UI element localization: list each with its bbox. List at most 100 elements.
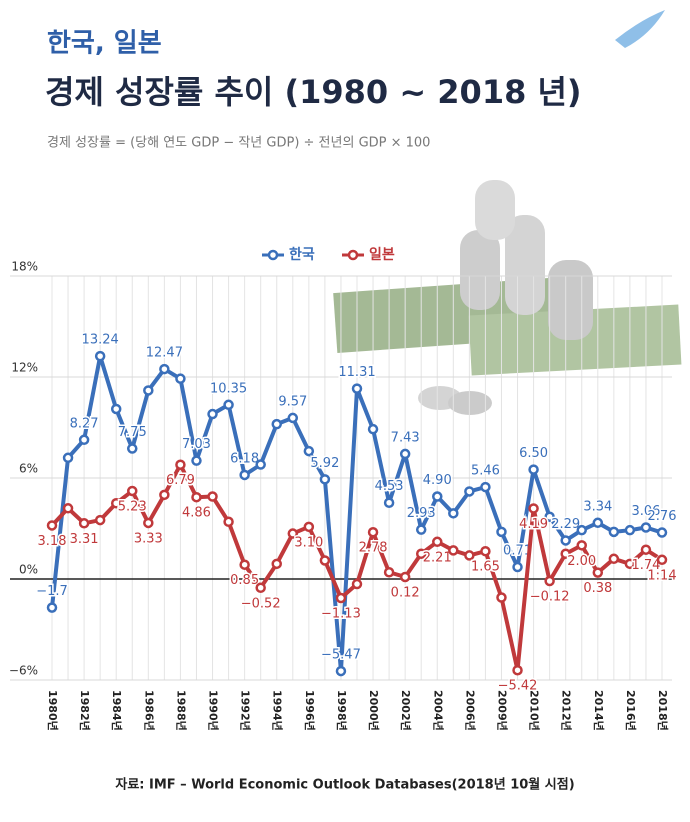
data-label: 0.38 <box>583 581 612 596</box>
y-tick-label: 0% <box>19 563 38 577</box>
x-tick-label: 1990년 <box>207 690 221 731</box>
data-label: 1.74 <box>631 558 660 573</box>
data-label: 2.93 <box>407 506 436 521</box>
data-label: 3.18 <box>38 534 67 549</box>
x-tick-label: 1980년 <box>46 690 60 731</box>
data-point <box>271 558 282 570</box>
data-label: 4.86 <box>182 506 211 521</box>
data-point <box>415 548 427 559</box>
data-point <box>191 491 202 503</box>
x-tick-label: 2018년 <box>656 690 670 731</box>
y-tick-label: −6% <box>9 664 38 678</box>
data-label: 4.90 <box>423 473 452 488</box>
data-label: 7.03 <box>182 437 211 452</box>
data-label: 5.92 <box>310 456 339 471</box>
data-label: 4.19 <box>519 517 548 532</box>
y-tick-label: 12% <box>11 361 38 375</box>
legend-label: 한국 <box>289 247 315 263</box>
data-point <box>544 575 555 587</box>
data-label: 3.31 <box>70 532 99 547</box>
x-tick-label: 2009년 <box>495 690 509 731</box>
x-tick-label: 1988년 <box>174 690 188 731</box>
data-point <box>496 526 507 538</box>
data-point <box>560 548 571 559</box>
data-point <box>383 567 395 578</box>
data-point <box>255 459 266 470</box>
data-point <box>448 508 459 519</box>
data-label: 10.35 <box>210 381 247 396</box>
data-label: −0.12 <box>530 590 570 605</box>
data-point <box>94 514 106 526</box>
data-label: 2.78 <box>359 541 388 556</box>
data-point <box>46 602 58 613</box>
data-point <box>592 567 604 578</box>
x-tick-label: 1998년 <box>335 690 349 731</box>
data-label: 3.33 <box>134 531 163 546</box>
data-label: 13.24 <box>82 333 119 348</box>
x-tick-label: 2004년 <box>431 690 445 731</box>
money-illustration <box>333 180 682 415</box>
formula: 경제 성장률 = (당해 연도 GDP − 작년 GDP) ÷ 전년의 GDP … <box>47 136 430 151</box>
y-tick-label: 6% <box>19 462 38 476</box>
data-label: 3.06 <box>631 504 660 519</box>
y-tick-label: 18% <box>11 260 38 274</box>
data-label: 5.46 <box>471 464 500 479</box>
data-point <box>480 481 491 493</box>
data-point <box>448 545 459 556</box>
data-label: 4.53 <box>375 479 404 494</box>
data-label: 2.21 <box>423 550 452 565</box>
data-point <box>223 516 234 528</box>
data-point <box>640 544 652 555</box>
data-point <box>303 521 315 533</box>
data-point <box>656 527 668 538</box>
data-label: 6.79 <box>166 473 195 488</box>
legend-marker <box>347 249 359 261</box>
data-label: −5.47 <box>321 648 361 663</box>
data-label: 6.50 <box>519 446 548 461</box>
data-label: 5.23 <box>118 499 147 514</box>
x-tick-label: 1996년 <box>303 690 317 731</box>
data-point <box>544 511 555 522</box>
data-point <box>624 558 636 570</box>
data-point <box>640 522 652 533</box>
data-label: 1:14 <box>647 568 676 583</box>
data-point <box>319 555 331 566</box>
chart-subtitle: 경제 성장률 추이 (1980 ~ 2018 년) <box>45 73 582 111</box>
data-label: −1.7 <box>36 584 68 599</box>
data-label: 0.12 <box>391 585 420 600</box>
data-point <box>576 524 587 536</box>
data-point <box>303 445 315 457</box>
data-point <box>367 526 379 538</box>
data-point <box>576 540 587 551</box>
data-point <box>207 408 218 420</box>
data-point <box>415 524 427 535</box>
x-tick-label: 1986년 <box>142 690 156 731</box>
source: 자료: IMF – World Economic Outlook Databas… <box>115 777 574 793</box>
data-point <box>335 665 347 677</box>
x-tick-label: 2010년 <box>528 690 542 731</box>
data-point <box>351 578 363 590</box>
data-point <box>223 399 234 411</box>
data-point <box>432 491 443 502</box>
data-point <box>127 443 138 454</box>
chart-title: 한국, 일본 <box>47 29 162 59</box>
data-point <box>512 561 523 573</box>
data-label: −5.42 <box>498 679 538 694</box>
data-point <box>287 412 299 424</box>
data-label: 9.57 <box>278 394 307 409</box>
data-point <box>608 526 620 538</box>
data-label: 8.27 <box>70 416 99 431</box>
data-point <box>367 423 379 435</box>
data-point <box>159 489 170 501</box>
data-point <box>319 474 331 485</box>
data-point <box>656 554 668 566</box>
data-label: 2.76 <box>648 509 677 524</box>
data-point <box>432 536 443 548</box>
data-point <box>110 403 122 415</box>
data-point <box>528 503 539 514</box>
data-point <box>496 592 507 603</box>
data-point <box>255 582 266 594</box>
data-point <box>207 491 218 502</box>
data-label: 11.31 <box>338 365 375 380</box>
